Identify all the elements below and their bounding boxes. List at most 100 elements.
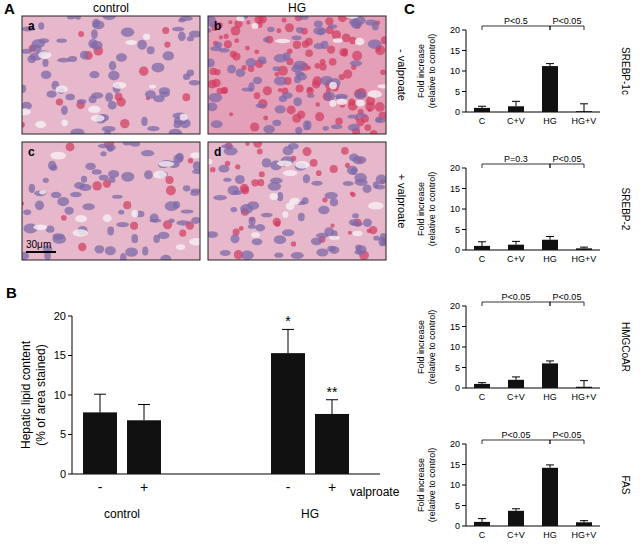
micrograph	[208, 16, 386, 134]
x-tick-label: C+V	[507, 392, 525, 402]
p-value: P<0.5	[504, 16, 528, 26]
tile-letter: c	[28, 145, 35, 159]
nucleus	[240, 204, 253, 214]
lipid-droplet	[61, 215, 67, 221]
plot-area	[474, 465, 592, 526]
y-axis-label: Fold increase	[416, 320, 426, 374]
lipid-droplet	[182, 93, 190, 101]
bar	[474, 108, 490, 112]
x-tick-label: +	[140, 479, 148, 495]
error-bar	[546, 64, 554, 66]
nucleus	[259, 60, 267, 64]
nucleus	[311, 181, 322, 186]
lipid-droplet	[257, 149, 263, 155]
bar	[542, 66, 558, 112]
bar	[315, 414, 349, 474]
nucleus	[108, 101, 117, 110]
nucleus	[305, 121, 311, 130]
nucleus	[368, 39, 382, 49]
nucleus	[351, 167, 357, 175]
lipid-droplet	[367, 228, 372, 233]
nucleus	[329, 246, 339, 254]
nucleus	[355, 245, 362, 251]
nucleus	[187, 70, 194, 77]
nucleus	[323, 126, 329, 131]
lipid-droplet	[332, 30, 341, 39]
lipid-droplet	[188, 158, 193, 163]
nucleus	[253, 77, 262, 85]
nucleus	[316, 248, 328, 256]
nucleus	[282, 92, 293, 98]
nucleus	[291, 36, 301, 41]
vacuole	[355, 38, 365, 45]
error-bar	[580, 247, 588, 248]
error-cap	[478, 382, 486, 383]
error-bar	[546, 361, 554, 363]
nucleus	[380, 233, 386, 241]
lipid-droplet	[380, 69, 386, 75]
y-tick-label: 5	[60, 428, 66, 440]
nucleus	[147, 126, 159, 131]
nucleus	[262, 158, 272, 167]
lipid-droplet	[259, 171, 265, 177]
y-tick	[462, 505, 466, 506]
comparison-bracket	[482, 440, 550, 444]
lipid-droplet	[329, 58, 337, 66]
y-tick-label: 15	[54, 349, 66, 361]
error-cap	[546, 464, 554, 465]
error-cap	[478, 518, 486, 519]
error-bar	[580, 104, 588, 111]
x-tick-label: +	[328, 479, 336, 495]
y-tick-label: 0	[60, 468, 66, 480]
micrograph	[22, 142, 200, 260]
lipid-droplet	[235, 164, 240, 169]
error-bar	[138, 404, 150, 420]
nucleus	[23, 210, 31, 216]
nucleus	[181, 209, 194, 213]
lipid-droplet	[78, 31, 84, 37]
nucleus	[267, 27, 274, 32]
nucleus	[22, 85, 26, 93]
lipid-droplet	[254, 92, 261, 99]
nucleus	[144, 170, 153, 179]
error-bar	[478, 383, 486, 384]
nucleus	[163, 51, 174, 60]
nucleus	[118, 210, 124, 215]
significance: *	[285, 313, 291, 329]
nucleus	[178, 18, 185, 22]
nucleus	[57, 58, 70, 63]
lipid-droplet	[162, 27, 169, 34]
error-bar	[478, 519, 486, 522]
nucleus	[208, 102, 217, 111]
y-tick	[462, 168, 466, 169]
y-tick	[462, 209, 466, 210]
lipid-droplet	[352, 51, 362, 61]
lipid-droplet	[228, 20, 232, 24]
bar	[83, 412, 117, 474]
nucleus	[350, 60, 362, 66]
vacuole	[38, 51, 51, 59]
nucleus	[160, 255, 171, 260]
lipid-droplet	[164, 41, 170, 47]
error-bar	[478, 242, 486, 246]
comparison-bracket	[482, 164, 550, 168]
nucleus	[169, 218, 175, 223]
x-tick-label: C+V	[507, 530, 525, 540]
plot-area	[474, 236, 592, 250]
nucleus	[273, 66, 281, 71]
nucleus	[81, 176, 87, 183]
lipid-droplet	[165, 176, 173, 184]
nucleus	[190, 191, 199, 196]
x-tick-label: C+V	[507, 254, 525, 264]
y-tick-label: 10	[54, 389, 66, 401]
lipid-droplet	[56, 98, 63, 105]
nucleus	[121, 28, 134, 37]
vacuole	[35, 121, 46, 128]
nucleus	[41, 70, 51, 79]
p-value: P<0.05	[502, 430, 531, 440]
lipid-droplet	[241, 186, 249, 194]
nucleus	[65, 94, 74, 100]
lipid-droplet	[263, 115, 268, 120]
vacuole	[180, 114, 188, 121]
nucleus	[91, 29, 98, 39]
